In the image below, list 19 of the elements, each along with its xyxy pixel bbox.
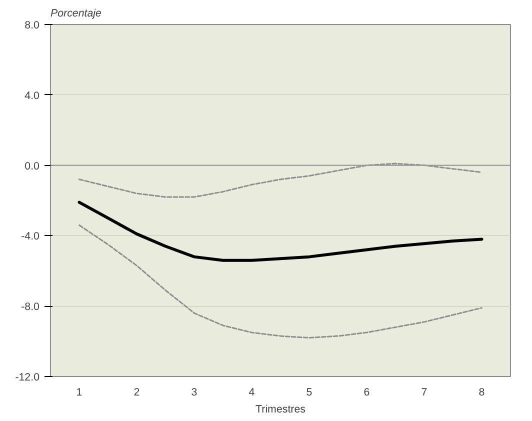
y-tick-label: 8.0 <box>24 20 40 32</box>
x-tick-label: 5 <box>306 386 312 398</box>
y-tick-label: -8.0 <box>21 301 40 314</box>
y-tick-label: -12.0 <box>15 372 40 384</box>
line-series <box>78 224 482 339</box>
x-tick-label: 8 <box>478 386 485 398</box>
line-series <box>78 162 482 198</box>
x-axis-title: Trimestres <box>256 404 306 416</box>
y-tick-label: 4.0 <box>24 90 40 102</box>
x-tick-label: 2 <box>134 386 140 398</box>
y-tick-label: -4.0 <box>21 230 40 243</box>
line-series <box>78 200 484 262</box>
x-tick-label: 3 <box>191 386 198 398</box>
x-tick-label: 6 <box>364 386 370 398</box>
y-axis-title: Porcentaje <box>50 8 102 20</box>
x-tick-label: 1 <box>76 386 82 398</box>
y-tick-label: 0.0 <box>24 160 40 172</box>
x-tick-label: 7 <box>421 386 428 398</box>
x-tick-label: 4 <box>248 386 255 398</box>
